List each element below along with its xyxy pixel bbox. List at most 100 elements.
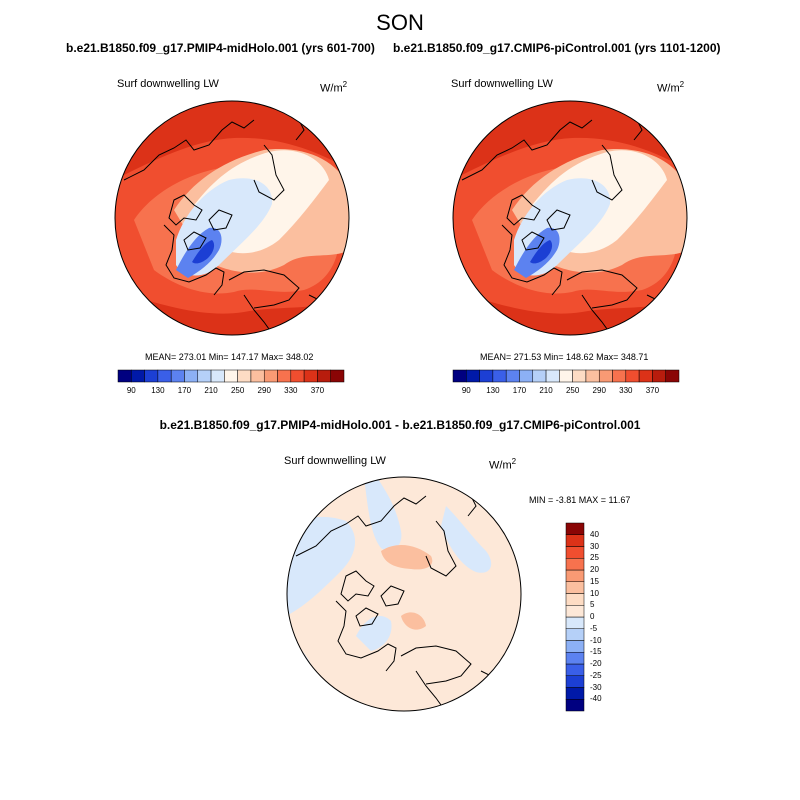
diff-stats: MIN = -3.81 MAX = 11.67 <box>529 495 631 505</box>
colorbar-left-tick-label: 130 <box>151 386 165 395</box>
colorbar-diff-tick-label: -25 <box>590 670 602 680</box>
colorbar-diff-tick-label: 25 <box>590 553 599 563</box>
colorbar-right-swatch <box>466 369 480 383</box>
map-right-outline <box>452 100 688 336</box>
colorbar-diff-tick-label: 0 <box>590 612 595 621</box>
colorbar-left <box>117 369 345 383</box>
colorbar-left-tick-label: 290 <box>257 386 271 395</box>
colorbar-right-tick-label: 170 <box>512 386 527 395</box>
colorbar-right-swatch <box>479 369 494 383</box>
colorbar-diff-tick-label: -40 <box>590 694 602 704</box>
colorbar-diff-swatch <box>565 593 585 606</box>
colorbar-left-swatch <box>144 369 159 383</box>
colorbar-right-tick-label: 370 <box>645 386 660 395</box>
colorbar-right-swatch <box>652 369 666 383</box>
map-right <box>452 100 688 336</box>
colorbar-left-swatch <box>184 369 199 383</box>
map-diff <box>286 476 522 712</box>
colorbar-right-labels: 90 130 170 210 250 290 330 370 <box>453 386 679 398</box>
colorbar-diff-swatch <box>565 663 585 676</box>
colorbar-diff-swatch <box>565 558 585 571</box>
colorbar-right-swatch <box>612 369 627 383</box>
colorbar-right-swatch <box>638 369 653 383</box>
colorbar-left-swatch <box>330 369 345 383</box>
colorbar-diff-tick-label: -30 <box>590 682 602 692</box>
colorbar-left-tick-label: 210 <box>204 386 218 395</box>
colorbar-diff-swatch <box>565 581 585 594</box>
colorbar-right-tick-label: 210 <box>539 386 553 395</box>
colorbar-right-swatch <box>665 369 680 383</box>
panel-right-variable: Surf downwelling LW <box>451 78 553 90</box>
colorbar-right-swatch <box>598 369 613 383</box>
colorbar-diff-swatch <box>565 534 585 547</box>
colorbar-left-swatch <box>224 369 238 383</box>
colorbar-right-tick-label: 90 <box>461 386 471 395</box>
panel-right-title: b.e21.B1850.f09_g17.CMIP6-piControl.001 … <box>393 41 721 55</box>
diff-units: W/m2 <box>489 457 517 472</box>
colorbar-right-swatch <box>492 369 507 383</box>
colorbar-left-tick-label: 330 <box>284 386 298 395</box>
colorbar-right <box>452 369 680 383</box>
colorbar-right-swatch <box>559 369 573 383</box>
map-left-outline <box>114 100 350 336</box>
colorbar-diff-swatch <box>565 675 585 688</box>
colorbar-diff-tick-label: -15 <box>590 647 602 657</box>
colorbar-diff-swatch <box>565 546 585 559</box>
colorbar-right-tick-label: 250 <box>565 386 580 395</box>
colorbar-diff-tick-label: 40 <box>590 529 599 539</box>
colorbar-left-swatch <box>131 369 145 383</box>
colorbar-right-swatch <box>585 369 600 383</box>
colorbar-left-tick-label: 170 <box>177 386 192 395</box>
colorbar-right-tick-label: 330 <box>619 386 633 395</box>
colorbar-left-labels: 90 130 170 210 250 290 330 370 <box>118 386 344 398</box>
colorbar-left-swatch <box>157 369 172 383</box>
colorbar-diff-tick-label: 20 <box>590 565 599 574</box>
colorbar-right-tick-label: 130 <box>486 386 500 395</box>
colorbar-left-swatch <box>210 369 225 383</box>
colorbar-diff-tick-label: 15 <box>590 576 599 586</box>
coastlines-right <box>461 119 668 335</box>
field-diff-cool-north <box>364 477 402 551</box>
panel-left-variable: Surf downwelling LW <box>117 78 219 90</box>
colorbar-diff-tick-label: 5 <box>590 600 595 610</box>
colorbar-diff-tick-label: -10 <box>590 635 602 645</box>
colorbar-right-swatch <box>572 369 587 383</box>
colorbar-diff-tick-label: -5 <box>590 623 598 633</box>
colorbar-diff-swatch <box>565 699 585 712</box>
colorbar-right-tick-label: 290 <box>592 386 606 395</box>
panel-left-title: b.e21.B1850.f09_g17.PMIP4-midHolo.001 (y… <box>66 41 375 55</box>
colorbar-diff-swatch <box>565 652 585 665</box>
colorbar-right-swatch <box>545 369 560 383</box>
colorbar-diff-swatch <box>565 640 585 653</box>
colorbar-diff-tick-label: -20 <box>590 659 602 668</box>
field-diff-warm-central <box>381 544 433 570</box>
colorbar-left-swatch <box>197 369 212 383</box>
colorbar-diff-swatch <box>565 628 585 641</box>
map-diff-outline <box>286 476 522 712</box>
field-cool-dark <box>192 240 215 264</box>
colorbar-diff-tick-label: 30 <box>590 541 599 551</box>
colorbar-diff <box>565 522 585 712</box>
diff-title: b.e21.B1850.f09_g17.PMIP4-midHolo.001 - … <box>159 418 641 432</box>
colorbar-diff-tick-label: 10 <box>590 588 599 598</box>
diff-variable: Surf downwelling LW <box>284 455 386 467</box>
map-left <box>114 100 350 336</box>
field-cool-dark <box>530 240 553 264</box>
colorbar-right-swatch <box>519 369 534 383</box>
colorbar-diff-swatch <box>565 605 585 618</box>
field-diff-warm-east <box>401 612 426 630</box>
season-title: SON <box>376 10 424 35</box>
panel-right-stats: MEAN= 271.53 Min= 148.62 Max= 348.71 <box>480 352 649 362</box>
colorbar-right-swatch <box>532 369 547 383</box>
colorbar-diff-swatch <box>565 616 585 629</box>
colorbar-right-swatch <box>452 369 467 383</box>
field-diff-cool-west <box>287 516 355 616</box>
colorbar-left-swatch <box>170 369 185 383</box>
colorbar-right-swatch <box>625 369 640 383</box>
colorbar-diff-labels: 40 30 25 20 15 10 5 0 -5 -10 -15 -20 -25 -30 -40 <box>590 523 620 711</box>
colorbar-left-swatch <box>117 369 132 383</box>
colorbar-left-swatch <box>263 369 278 383</box>
colorbar-left-swatch <box>303 369 318 383</box>
colorbar-left-swatch <box>317 369 331 383</box>
colorbar-diff-swatch <box>565 569 585 582</box>
